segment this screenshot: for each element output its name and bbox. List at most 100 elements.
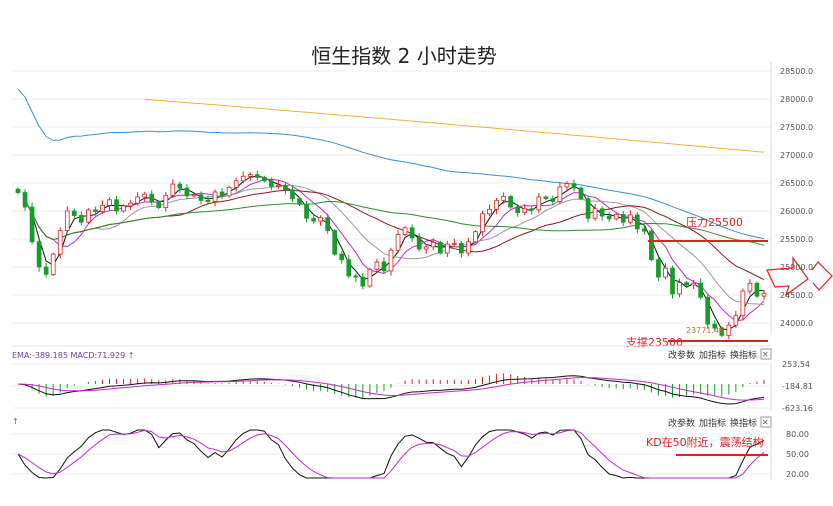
- candle-body: [198, 194, 204, 201]
- candle-body: [649, 230, 654, 261]
- candlestick: [416, 233, 422, 252]
- candlestick: [620, 211, 626, 227]
- candle-body: [613, 213, 619, 220]
- candlestick: [578, 186, 584, 201]
- candlestick: [325, 213, 330, 234]
- macd-close-icon[interactable]: ✕: [762, 350, 769, 359]
- candlestick: [663, 263, 668, 280]
- candle-body: [283, 184, 288, 191]
- candle-body: [409, 227, 415, 239]
- candle-body: [402, 227, 408, 235]
- kd-y-axis: 80.00 50.00 20.00: [770, 428, 809, 480]
- candlestick: [36, 239, 42, 272]
- kd-close-box[interactable]: [760, 416, 772, 428]
- candle-body: [50, 253, 56, 275]
- candle-body: [656, 259, 661, 278]
- candlestick: [452, 238, 457, 247]
- candle-body: [205, 199, 211, 202]
- candle-body: [515, 206, 521, 214]
- candle-body: [339, 253, 345, 261]
- candlestick: [705, 294, 711, 329]
- macd-change-params-button[interactable]: 改参数: [668, 349, 695, 361]
- candle-body: [663, 267, 668, 278]
- kd-close-icon[interactable]: ✕: [762, 418, 769, 427]
- candle-body: [508, 196, 513, 208]
- candlestick: [374, 258, 380, 274]
- candle-body: [240, 175, 246, 182]
- candle-body: [437, 241, 443, 254]
- candlestick: [50, 252, 56, 276]
- candle-body: [726, 324, 732, 336]
- candle-body: [473, 231, 478, 243]
- candle-body: [261, 176, 267, 182]
- candle-body: [191, 194, 197, 197]
- candle-body: [254, 174, 260, 178]
- price-y-axis: 28500.0 28000.0 27500.0 27000.0 26500.0 26000…: [770, 62, 813, 335]
- candlestick: [71, 208, 77, 221]
- kd-k-line: [17, 429, 765, 479]
- macd-add-indicator-button[interactable]: 加指标: [699, 349, 726, 361]
- candle-body: [142, 193, 148, 198]
- candle-body: [156, 201, 162, 209]
- candlestick: [276, 180, 281, 189]
- candlestick: [57, 227, 63, 259]
- candlestick: [684, 281, 689, 287]
- price-tick-label: 27500.0: [780, 123, 813, 132]
- candlestick: [388, 247, 394, 276]
- candlestick: [170, 179, 176, 198]
- candle-body: [733, 315, 739, 326]
- candle-body: [381, 261, 387, 272]
- candle-body: [634, 214, 640, 230]
- candle-body: [620, 213, 626, 223]
- macd-close-box[interactable]: [760, 348, 772, 360]
- candlestick: [149, 190, 155, 206]
- kd-switch-indicator-button[interactable]: 换指标: [730, 417, 757, 429]
- candle-body: [107, 199, 112, 206]
- resistance-label: 压力25500: [686, 216, 743, 229]
- candle-body: [677, 282, 682, 295]
- candlestick: [318, 215, 323, 226]
- candle-body: [585, 198, 591, 219]
- candle-body: [233, 180, 239, 188]
- macd-switch-indicator-button[interactable]: 换指标: [730, 349, 757, 361]
- price-tick-label: 25000.0: [780, 263, 813, 272]
- kd-annotation: KD在50附近，震荡结构: [646, 435, 764, 449]
- candle-body: [564, 183, 570, 188]
- candlestick: [627, 210, 633, 225]
- candle-body: [353, 275, 359, 278]
- candlestick: [599, 206, 605, 221]
- price-tick-label: 28500.0: [780, 67, 813, 76]
- candle-body: [318, 217, 323, 222]
- candlestick: [634, 212, 640, 234]
- kd-change-params-button[interactable]: 改参数: [668, 417, 695, 429]
- candlestick: [501, 192, 506, 204]
- candlestick: [43, 262, 49, 278]
- candlestick: [304, 201, 309, 223]
- candle-body: [761, 292, 767, 297]
- kd-tick-label: 80.00: [786, 430, 809, 439]
- candlestick: [163, 192, 169, 212]
- macd-buttons: 改参数 加指标 换指标 ✕: [668, 348, 772, 361]
- candle-body: [388, 249, 394, 272]
- kd-add-indicator-button[interactable]: 加指标: [699, 417, 726, 429]
- candlestick: [360, 273, 366, 290]
- candlestick: [642, 224, 647, 235]
- candle-body: [480, 213, 485, 233]
- candle-body: [276, 184, 281, 187]
- candlestick: [346, 254, 352, 279]
- candlestick: [64, 206, 70, 234]
- candlestick: [79, 211, 84, 226]
- candle-body: [22, 192, 28, 208]
- candle-body: [487, 208, 492, 215]
- candlestick: [691, 279, 696, 289]
- candle-body: [719, 327, 725, 336]
- candlestick: [29, 202, 35, 245]
- candle-body: [100, 204, 105, 212]
- candlestick: [606, 212, 612, 223]
- candlestick: [726, 321, 732, 340]
- candle-body: [599, 208, 605, 217]
- moving-average-lines: [17, 88, 765, 331]
- candle-body: [423, 246, 429, 250]
- candlestick: [719, 326, 725, 337]
